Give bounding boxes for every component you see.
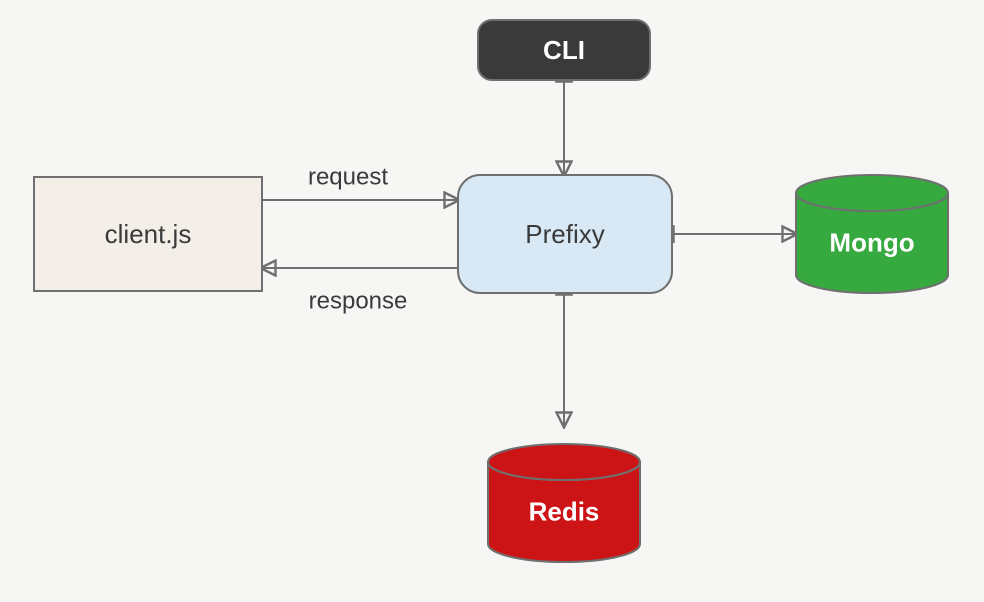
node-client-label: client.js (105, 219, 192, 249)
node-mongo: Mongo (796, 175, 948, 293)
node-cli-label: CLI (543, 35, 585, 65)
node-mongo-top (796, 175, 948, 211)
architecture-diagram: request response client.js CLI Prefixy M… (0, 0, 984, 602)
node-mongo-label: Mongo (829, 228, 914, 258)
node-prefixy: Prefixy (458, 175, 672, 293)
node-client: client.js (34, 177, 262, 291)
node-prefixy-label: Prefixy (525, 219, 604, 249)
node-redis-label: Redis (529, 497, 600, 527)
node-redis-top (488, 444, 640, 480)
edge-label-response: response (309, 287, 408, 314)
node-cli: CLI (478, 20, 650, 80)
node-redis: Redis (488, 444, 640, 562)
edge-label-request: request (308, 163, 388, 190)
